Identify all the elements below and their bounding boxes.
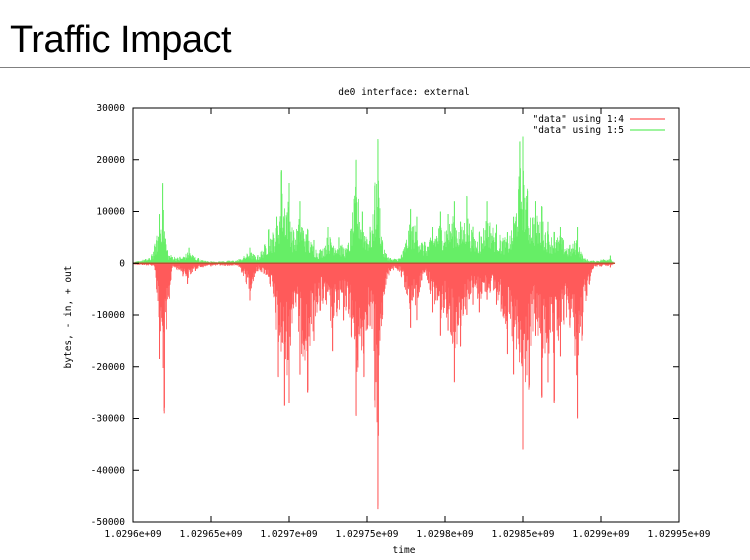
series-2 [132,136,616,264]
y-tick-label: 0 [119,258,125,269]
x-tick-label: 1.02995e+09 [648,529,711,540]
y-tick-label: -10000 [91,310,126,321]
slide-title: Traffic Impact [10,19,232,61]
y-tick-label: -40000 [91,465,126,476]
x-tick-label: 1.02985e+09 [492,529,555,540]
y-tick-label: -20000 [91,362,126,373]
x-tick-label: 1.02975e+09 [336,529,399,540]
x-tick-label: 1.0298e+09 [416,529,473,540]
y-tick-label: 20000 [96,155,125,166]
chart-title: de0 interface: external [338,87,470,98]
y-tick-label: -30000 [91,414,126,425]
x-tick-label: 1.0297e+09 [260,529,317,540]
plot-frame [132,107,680,523]
legend-label-series-1: "data" using 1:4 [532,114,624,125]
x-tick-label: 1.0296e+09 [104,529,161,540]
ticks-layer: 30000 20000 10000 0 -10000 -20000 -30000 -40000… [91,103,711,540]
series-1-trace [132,263,615,506]
y-tick-label: 30000 [96,103,125,114]
series-2-trace [132,136,616,264]
x-tick-label: 1.0299e+09 [572,529,629,540]
legend-label-series-2: "data" using 1:5 [532,125,624,136]
y-tick-label: 10000 [96,207,125,218]
y-tick-label: -50000 [91,517,126,528]
legend: "data" using 1:4 "data" using 1:5 [532,114,665,136]
series-layer [132,136,616,510]
title-divider [0,67,750,68]
x-axis-label: time [393,545,416,556]
series-1 [132,263,615,510]
y-axis-label: bytes, - in, + out [63,266,74,369]
x-tick-label: 1.02965e+09 [180,529,243,540]
